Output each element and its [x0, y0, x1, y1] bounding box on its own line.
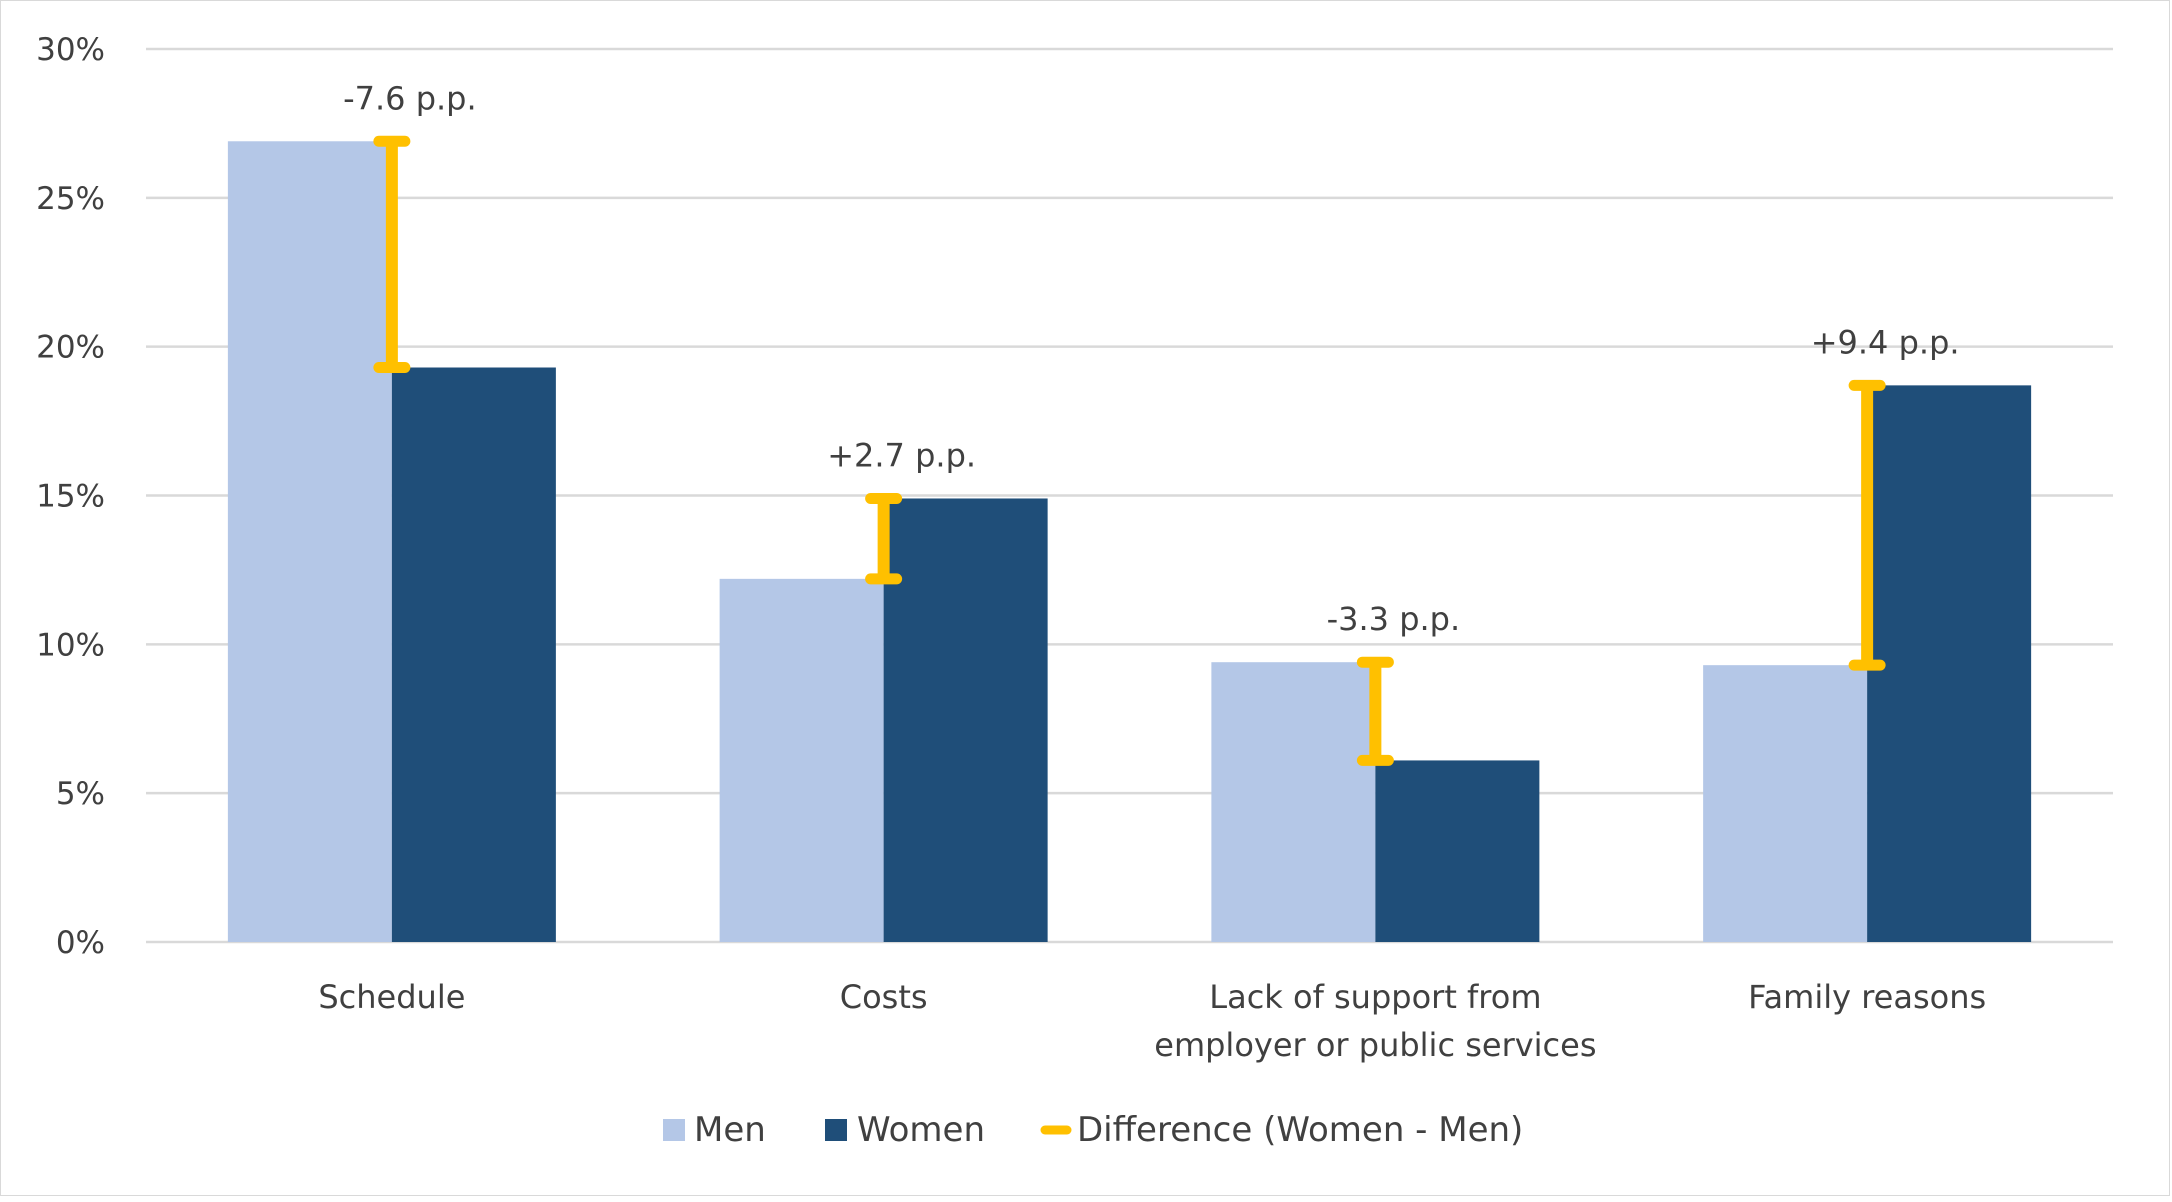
bar-men — [227, 141, 392, 942]
y-axis-tick-labels: 0% 5% 10% 15% 20% 25% 30% — [36, 32, 105, 961]
bar-women — [1867, 385, 2032, 942]
difference-label: +2.7 p.p. — [827, 436, 976, 474]
bar-men — [1211, 662, 1376, 942]
bar-women — [391, 367, 556, 943]
legend-label-women: Women — [857, 1110, 985, 1150]
difference-label: +9.4 p.p. — [1811, 323, 1960, 361]
category-label: Family reasons — [1748, 978, 1986, 1016]
y-tick-label: 30% — [36, 32, 105, 68]
x-axis-category-labels: Schedule Costs Lack of support from employe… — [318, 978, 1986, 1064]
bar-women — [1375, 760, 1540, 942]
difference-label: -3.3 p.p. — [1327, 600, 1461, 638]
y-tick-label: 20% — [36, 330, 105, 366]
difference-markers: -7.6 p.p. +2.7 p.p. -3.3 p.p. +9.4 p.p. — [343, 79, 1960, 766]
y-tick-label: 0% — [56, 925, 105, 961]
difference-marker — [1356, 656, 1394, 766]
category-label: Schedule — [318, 978, 465, 1016]
bar-women — [883, 498, 1048, 942]
legend-label-men: Men — [694, 1110, 766, 1150]
y-tick-label: 10% — [36, 627, 105, 663]
y-tick-label: 15% — [36, 479, 105, 515]
legend-swatch-men — [663, 1119, 685, 1141]
bar-men — [1703, 665, 1868, 942]
category-label: Costs — [840, 978, 928, 1016]
bar-men — [719, 578, 884, 942]
difference-marker — [373, 135, 411, 374]
y-tick-label: 5% — [56, 776, 105, 812]
legend-label-difference: Difference (Women - Men) — [1077, 1110, 1523, 1150]
legend-swatch-women — [825, 1119, 847, 1141]
difference-marker — [865, 492, 903, 585]
difference-label: -7.6 p.p. — [343, 79, 477, 117]
legend: Men Women Difference (Women - Men) — [663, 1110, 1523, 1150]
bars — [227, 141, 2032, 943]
y-tick-label: 25% — [36, 181, 105, 217]
difference-marker — [1848, 379, 1886, 671]
category-label: Lack of support from employer or public s… — [1154, 978, 1596, 1064]
